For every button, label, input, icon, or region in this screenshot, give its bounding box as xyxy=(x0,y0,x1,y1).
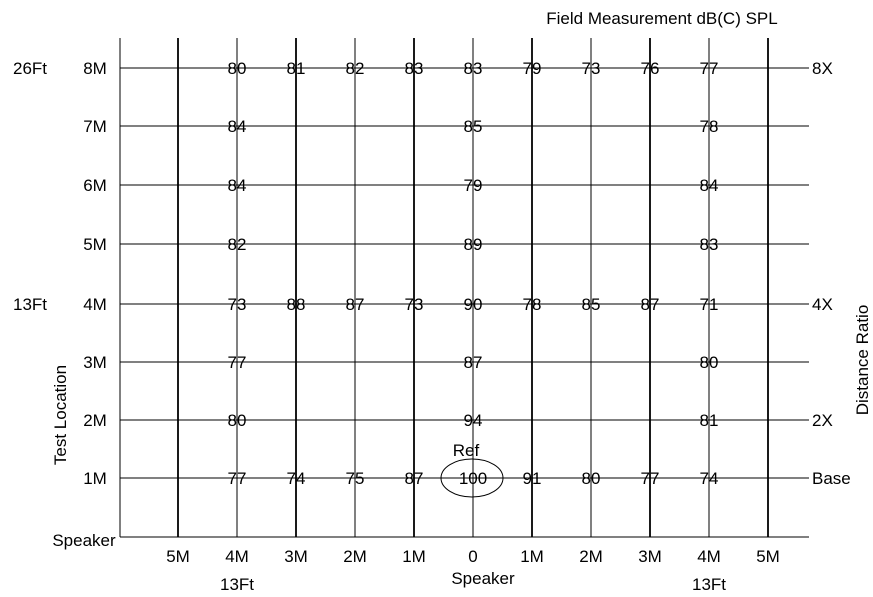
measurement-value: 79 xyxy=(523,59,542,78)
row-ratio-label: 4X xyxy=(812,295,833,314)
reference-label: Ref xyxy=(453,441,480,460)
measurement-value: 82 xyxy=(228,235,247,254)
measurement-value: 73 xyxy=(582,59,601,78)
reference-measurement: 100 xyxy=(459,469,487,488)
measurement-value: 80 xyxy=(700,353,719,372)
measurement-value: 76 xyxy=(641,59,660,78)
column-label: 1M xyxy=(402,547,426,566)
measurement-value: 94 xyxy=(464,411,483,430)
measurement-grid xyxy=(119,38,809,538)
measurement-value: 73 xyxy=(405,295,424,314)
column-label: 0 xyxy=(468,547,477,566)
measurement-value: 87 xyxy=(405,469,424,488)
row-label: 2M xyxy=(83,411,107,430)
row-label: 1M xyxy=(83,469,107,488)
measurement-value: 83 xyxy=(464,59,483,78)
measurement-value: 87 xyxy=(464,353,483,372)
measurement-value: 84 xyxy=(228,176,247,195)
row-feet-label: 13Ft xyxy=(13,295,47,314)
measurement-value: 88 xyxy=(287,295,306,314)
row-feet-label: 26Ft xyxy=(13,59,47,78)
measurement-value: 80 xyxy=(582,469,601,488)
measurement-value: 87 xyxy=(346,295,365,314)
measurement-value: 73 xyxy=(228,295,247,314)
origin-speaker-label: Speaker xyxy=(52,531,116,550)
measurement-value: 78 xyxy=(523,295,542,314)
measurement-values: 80 81 82 83 83 79 73 76 77 84 85 78 84 79 84 82 89 83 73 88… xyxy=(228,59,719,488)
measurement-value: 81 xyxy=(700,411,719,430)
measurement-value: 84 xyxy=(228,117,247,136)
measurement-value: 84 xyxy=(700,176,719,195)
column-label: 4M xyxy=(225,547,249,566)
row-label: 6M xyxy=(83,176,107,195)
row-label: 7M xyxy=(83,117,107,136)
measurement-value: 90 xyxy=(464,295,483,314)
column-label: 3M xyxy=(638,547,662,566)
measurement-value: 74 xyxy=(287,469,306,488)
row-label: 8M xyxy=(83,59,107,78)
measurement-value: 75 xyxy=(346,469,365,488)
row-ratio-label: Base xyxy=(812,469,851,488)
measurement-value: 81 xyxy=(287,59,306,78)
row-ratio-label: 2X xyxy=(812,411,833,430)
measurement-value: 83 xyxy=(700,235,719,254)
measurement-value: 91 xyxy=(523,469,542,488)
measurement-value: 74 xyxy=(700,469,719,488)
reference-ellipse xyxy=(440,458,504,498)
measurement-value: 87 xyxy=(641,295,660,314)
measurement-value: 82 xyxy=(346,59,365,78)
row-labels: 8M 26Ft 8X 7M 6M 5M 4M 13Ft 4X 3M 2M 2X 1M Base xyxy=(13,59,851,488)
row-label: 3M xyxy=(83,353,107,372)
column-label: 5M xyxy=(756,547,780,566)
column-label: 4M xyxy=(697,547,721,566)
diagram-title: Field Measurement dB(C) SPL xyxy=(546,9,777,28)
column-label: 3M xyxy=(284,547,308,566)
column-label: 2M xyxy=(343,547,367,566)
measurement-value: 78 xyxy=(700,117,719,136)
column-labels: 5M 4M 13Ft 3M 2M 1M 0 1M 2M 3M 4M 13Ft 5M xyxy=(166,547,780,594)
column-feet-label: 13Ft xyxy=(220,575,254,594)
column-label: 2M xyxy=(579,547,603,566)
row-label: 4M xyxy=(83,295,107,314)
measurement-value: 77 xyxy=(228,469,247,488)
measurement-value: 77 xyxy=(700,59,719,78)
row-ratio-label: 8X xyxy=(812,59,833,78)
measurement-value: 85 xyxy=(582,295,601,314)
column-label: 5M xyxy=(166,547,190,566)
measurement-value: 85 xyxy=(464,117,483,136)
row-label: 5M xyxy=(83,235,107,254)
measurement-value: 83 xyxy=(405,59,424,78)
measurement-value: 80 xyxy=(228,411,247,430)
column-label: 1M xyxy=(520,547,544,566)
measurement-value: 80 xyxy=(228,59,247,78)
measurement-value: 71 xyxy=(700,295,719,314)
column-feet-label: 13Ft xyxy=(692,575,726,594)
x-axis-speaker-label: Speaker xyxy=(451,569,515,588)
measurement-value: 77 xyxy=(228,353,247,372)
measurement-value: 89 xyxy=(464,235,483,254)
right-axis-title: Distance Ratio xyxy=(853,305,872,416)
y-axis-title: Test Location xyxy=(51,365,70,465)
measurement-value: 79 xyxy=(464,176,483,195)
measurement-value: 77 xyxy=(641,469,660,488)
